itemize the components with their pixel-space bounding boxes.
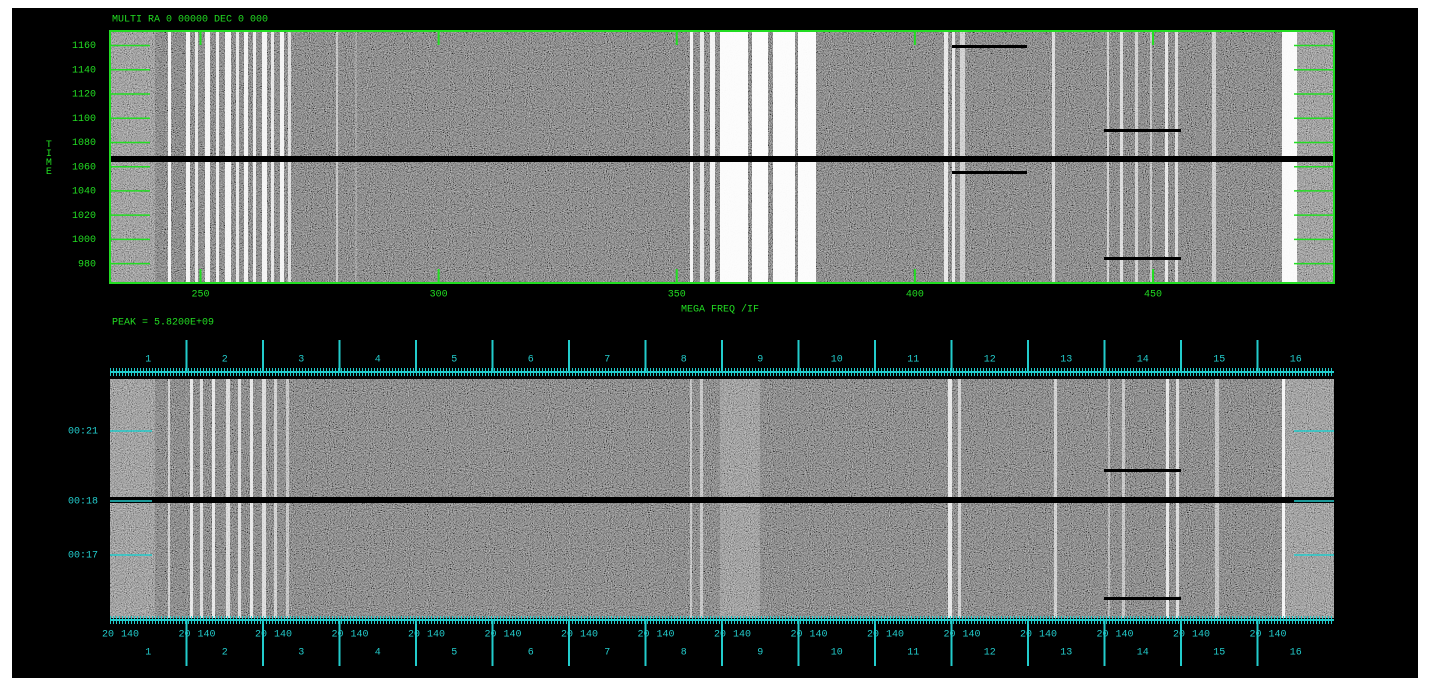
- mask-line: [952, 171, 1027, 174]
- channel-label: 6: [528, 355, 534, 366]
- range-label: 20: [714, 630, 726, 641]
- x-axis-label: MEGA FREQ /IF: [681, 304, 759, 316]
- range-label: 140: [197, 630, 215, 641]
- x-tick-label: 300: [430, 290, 448, 301]
- channel-label: 8: [681, 648, 687, 659]
- range-label: 140: [962, 630, 980, 641]
- range-label: 140: [1192, 630, 1210, 641]
- range-label: 20: [102, 630, 114, 641]
- channel-label: 1: [145, 355, 151, 366]
- channel-label: 3: [298, 355, 304, 366]
- channel-label: 12: [984, 648, 996, 659]
- time-label: 00:21: [68, 427, 98, 438]
- channel-label: 8: [681, 355, 687, 366]
- x-tick-label: 350: [668, 290, 686, 301]
- plot-frame: [109, 30, 1335, 284]
- channel-label: 12: [984, 355, 996, 366]
- channel-label: 4: [375, 648, 381, 659]
- panel-header: MULTI RA 0 00000 DEC 0 000: [112, 15, 268, 26]
- mask-line: [952, 45, 1027, 48]
- range-label: 140: [580, 630, 598, 641]
- range-label: 20: [178, 630, 190, 641]
- y-tick-label: 1140: [72, 65, 96, 76]
- y-tick-label: 980: [78, 259, 96, 270]
- channel-label: 16: [1290, 355, 1302, 366]
- channel-label: 6: [528, 648, 534, 659]
- channel-label: 9: [757, 648, 763, 659]
- time-label: 00:18: [68, 497, 98, 508]
- range-label: 20: [408, 630, 420, 641]
- channel-label: 11: [907, 648, 919, 659]
- gap-bar: [110, 156, 1334, 162]
- range-label: 20: [331, 630, 343, 641]
- range-label: 140: [1039, 630, 1057, 641]
- channel-label: 9: [757, 355, 763, 366]
- range-label: 140: [733, 630, 751, 641]
- range-label: 20: [561, 630, 573, 641]
- channel-label: 7: [604, 648, 610, 659]
- y-tick-label: 1040: [72, 187, 96, 198]
- range-label: 20: [1096, 630, 1108, 641]
- range-label: 140: [427, 630, 445, 641]
- range-label: 140: [1115, 630, 1133, 641]
- mask-line: [1104, 129, 1181, 132]
- y-tick-label: 1100: [72, 114, 96, 125]
- range-label: 20: [943, 630, 955, 641]
- x-tick-label: 250: [191, 290, 209, 301]
- channel-label: 4: [375, 355, 381, 366]
- range-label: 20: [790, 630, 802, 641]
- channel-label: 15: [1213, 355, 1225, 366]
- range-label: 20: [1249, 630, 1261, 641]
- mask-line: [1104, 597, 1181, 600]
- y-tick-label: 1000: [72, 235, 96, 246]
- channel-label: 2: [222, 648, 228, 659]
- time-label: 00:17: [68, 551, 98, 562]
- x-tick-label: 400: [906, 290, 924, 301]
- y-tick-label: 1060: [72, 162, 96, 173]
- peak-label: PEAK = 5.8200E+09: [112, 318, 214, 329]
- channel-label: 2: [222, 355, 228, 366]
- mask-line: [1104, 257, 1181, 260]
- channel-label: 14: [1137, 355, 1149, 366]
- x-tick-label: 450: [1144, 290, 1162, 301]
- channel-label: 16: [1290, 648, 1302, 659]
- channel-label: 5: [451, 355, 457, 366]
- channel-label: 11: [907, 355, 919, 366]
- y-tick-label: 1080: [72, 138, 96, 149]
- range-label: 20: [1173, 630, 1185, 641]
- y-axis-label: TIME: [43, 140, 54, 176]
- channel-label: 13: [1060, 648, 1072, 659]
- range-label: 140: [656, 630, 674, 641]
- channel-label: 7: [604, 355, 610, 366]
- range-label: 140: [121, 630, 139, 641]
- y-tick-label: 1020: [72, 211, 96, 222]
- range-label: 140: [350, 630, 368, 641]
- y-tick-label: 1120: [72, 90, 96, 101]
- range-label: 140: [503, 630, 521, 641]
- channel-label: 3: [298, 648, 304, 659]
- channel-label: 10: [831, 355, 843, 366]
- range-label: 20: [867, 630, 879, 641]
- channel-label: 1: [145, 648, 151, 659]
- channel-label: 14: [1137, 648, 1149, 659]
- range-label: 140: [809, 630, 827, 641]
- mask-line: [1104, 469, 1181, 472]
- range-label: 140: [274, 630, 292, 641]
- channel-label: 10: [831, 648, 843, 659]
- channel-label: 5: [451, 648, 457, 659]
- y-tick-label: 1160: [72, 41, 96, 52]
- range-label: 20: [484, 630, 496, 641]
- range-label: 20: [1020, 630, 1032, 641]
- gap-bar: [110, 497, 1334, 503]
- range-label: 20: [255, 630, 267, 641]
- range-label: 140: [1268, 630, 1286, 641]
- range-label: 140: [886, 630, 904, 641]
- range-label: 20: [637, 630, 649, 641]
- channel-label: 13: [1060, 355, 1072, 366]
- plots: 250 300 350 400 4509801000102010401060108011…: [68, 30, 1335, 666]
- channel-label: 15: [1213, 648, 1225, 659]
